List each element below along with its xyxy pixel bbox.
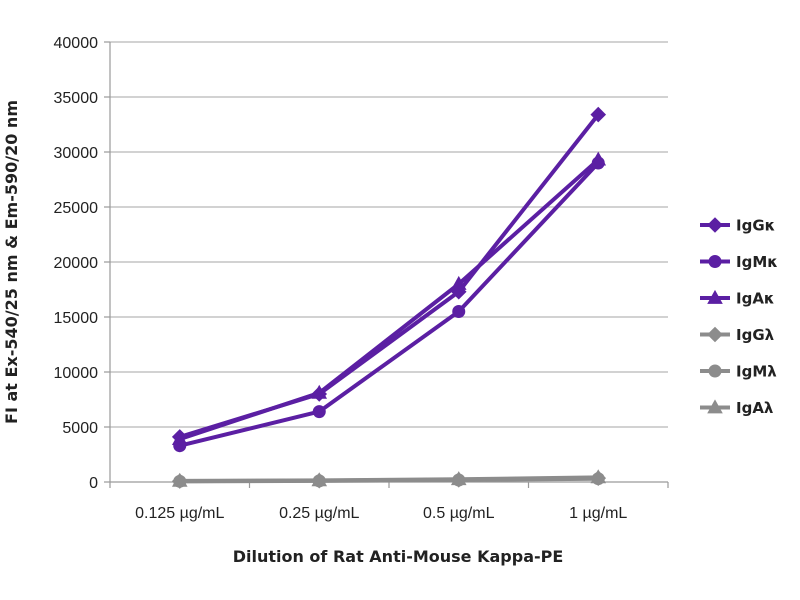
- data-point: [171, 473, 188, 489]
- series-line: [179, 476, 599, 484]
- legend-marker: [707, 289, 723, 304]
- legend-marker: [708, 364, 722, 378]
- legend-item: IgAκ: [700, 290, 775, 308]
- tick-labels: 0 5000 10000 15000 20000 25000 30000 35000 40000…: [54, 35, 628, 522]
- legend-label: IgMκ: [736, 253, 778, 271]
- legend-marker: [708, 255, 722, 268]
- y-tick-label: 35000: [54, 90, 99, 107]
- series-line: [179, 113, 600, 439]
- legend-item: IgGκ: [700, 217, 775, 235]
- legend-item: IgAλ: [700, 399, 774, 417]
- data-point: [311, 472, 328, 489]
- axes: [104, 41, 669, 488]
- y-tick-label: 30000: [54, 145, 99, 162]
- data-point: [590, 106, 607, 123]
- series-line: [179, 161, 600, 448]
- y-tick-label: 5000: [62, 420, 98, 437]
- legend-marker: [707, 399, 723, 414]
- legend-label: IgAλ: [736, 399, 774, 417]
- data-point: [171, 429, 188, 445]
- y-tick-label: 25000: [54, 200, 99, 217]
- data-point: [312, 405, 326, 419]
- y-tick-label: 20000: [54, 255, 99, 272]
- y-tick-label: 10000: [54, 365, 99, 382]
- data-point: [311, 386, 328, 402]
- legend-marker: [707, 326, 723, 343]
- legend-label: IgGλ: [736, 326, 775, 344]
- x-tick-label: 0.25 µg/mL: [279, 505, 359, 522]
- x-tick-label: 1 µg/mL: [569, 505, 627, 522]
- data-point: [591, 156, 605, 170]
- y-tick-label: 15000: [54, 310, 99, 327]
- legend-item: IgGλ: [700, 326, 775, 344]
- series-4: [171, 470, 607, 489]
- legend-label: IgGκ: [736, 217, 775, 235]
- legend-item: IgMκ: [700, 253, 778, 271]
- x-axis-title: Dilution of Rat Anti-Mouse Kappa-PE: [233, 547, 564, 566]
- x-tick-label: 0.125 µg/mL: [135, 505, 224, 522]
- legend-label: IgMλ: [736, 363, 777, 381]
- data-point: [450, 283, 467, 300]
- data-point: [450, 472, 467, 488]
- data-point: [452, 305, 466, 318]
- y-tick-label: 40000: [54, 35, 99, 52]
- data-point: [590, 470, 607, 486]
- series-3: [171, 151, 607, 445]
- x-tick-label: 0.5 µg/mL: [423, 505, 495, 522]
- series-lines: [171, 106, 607, 489]
- legend-label: IgAκ: [736, 290, 775, 308]
- legend-marker: [707, 217, 723, 233]
- legend: IgGκ IgMκ IgAκ IgGλ IgMλ IgAλ: [700, 217, 778, 417]
- series-line: [179, 158, 600, 441]
- gridlines: [110, 41, 668, 483]
- series-1: [171, 106, 607, 445]
- legend-item: IgMλ: [700, 363, 777, 381]
- y-axis-title: FI at Ex-540/25 nm & Em-590/20 nm: [2, 100, 21, 424]
- y-tick-label: 0: [89, 475, 98, 492]
- data-point: [173, 439, 187, 453]
- series-2: [173, 156, 605, 453]
